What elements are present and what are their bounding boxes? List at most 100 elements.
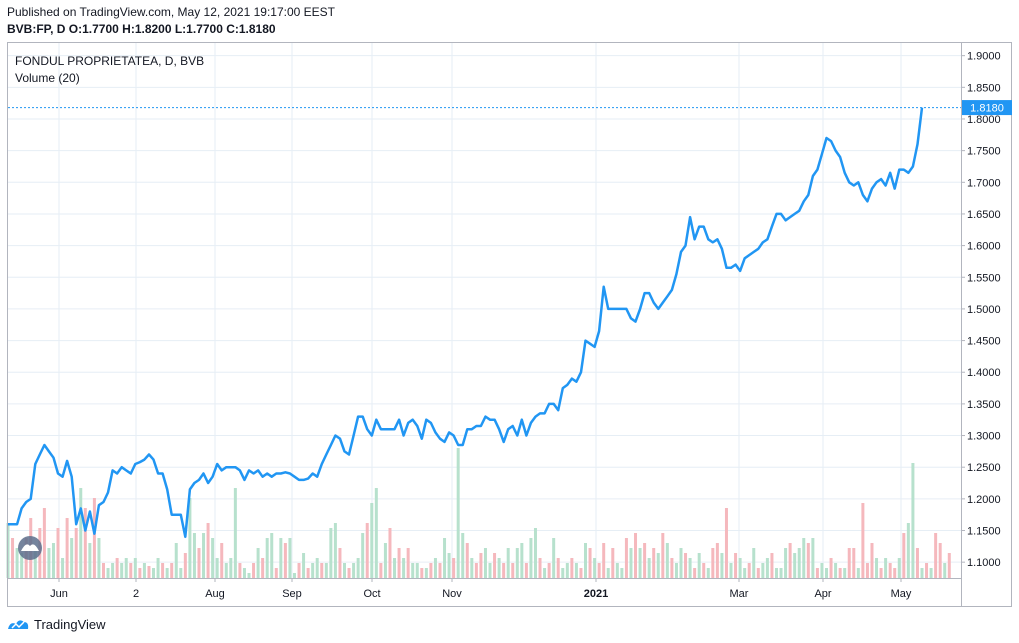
legend-volume: Volume (20): [15, 71, 80, 85]
volume-bar: [911, 463, 915, 578]
volume-bar: [147, 566, 151, 578]
volume-bar: [33, 548, 37, 578]
volume-bar: [533, 528, 537, 578]
volume-bar: [302, 553, 306, 578]
volume-collapse-icon[interactable]: [18, 536, 42, 560]
volume-bar: [51, 543, 55, 578]
volume-bar: [483, 548, 487, 578]
volume-bar: [242, 568, 246, 578]
volume-bar: [893, 568, 897, 578]
plot-frame: [7, 42, 1012, 607]
volume-bar: [488, 563, 492, 578]
volume-bar: [661, 533, 665, 578]
volume-bar: [943, 563, 947, 578]
y-tick-label: 1.6500: [967, 209, 1001, 221]
volume-bar: [702, 563, 706, 578]
volume-bar: [42, 508, 46, 578]
volume-bar: [115, 558, 119, 578]
y-tick-label: 1.1000: [967, 557, 1001, 569]
volume-bar: [947, 553, 951, 578]
x-tick-label: 2: [133, 588, 139, 600]
volume-bar: [101, 563, 105, 578]
x-tick-label: Mar: [730, 588, 749, 600]
volume-bar: [747, 563, 751, 578]
tradingview-logo[interactable]: TradingView: [6, 616, 106, 632]
volume-bar: [524, 563, 528, 578]
volume-bar: [120, 563, 124, 578]
volume-bar: [724, 508, 728, 578]
volume-bar: [247, 573, 251, 578]
volume-bar: [811, 538, 815, 578]
volume-bar: [152, 568, 156, 578]
x-tick-label: May: [891, 588, 912, 600]
volume-bar: [461, 533, 465, 578]
volume-bar: [124, 558, 128, 578]
volume-bar: [502, 563, 506, 578]
volume-bar: [538, 558, 542, 578]
volume-bar: [543, 568, 547, 578]
x-tick-label: Sep: [282, 588, 302, 600]
volume-bar: [379, 563, 383, 578]
volume-bar: [356, 558, 360, 578]
volume-bar: [133, 558, 137, 578]
volume-bar: [142, 563, 146, 578]
volume-bar: [802, 538, 806, 578]
volume-bar: [297, 563, 301, 578]
ohlc-readout: BVB:FP, D O:1.7700 H:1.8200 L:1.7700 C:1…: [7, 22, 276, 36]
volume-bar: [411, 563, 415, 578]
volume-bar: [597, 563, 601, 578]
volume-bar: [847, 548, 851, 578]
volume-bar: [433, 558, 437, 578]
volume-bar: [897, 558, 901, 578]
volume-bar: [206, 523, 210, 578]
volume-bar: [925, 563, 929, 578]
volume-bar: [74, 528, 78, 578]
volume-bar: [511, 563, 515, 578]
volume-bar: [170, 563, 174, 578]
volume-bar: [743, 568, 747, 578]
y-tick-label: 1.6000: [967, 241, 1001, 253]
volume-bar: [47, 548, 51, 578]
volume-bar: [452, 558, 456, 578]
volume-bar: [834, 563, 838, 578]
volume-bar: [233, 488, 237, 578]
volume-bar: [674, 563, 678, 578]
volume-bar: [65, 518, 69, 578]
volume-bar: [83, 508, 87, 578]
volume-bar: [756, 568, 760, 578]
volume-bar: [684, 553, 688, 578]
volume-bar: [229, 558, 233, 578]
y-tick-label: 1.4000: [967, 367, 1001, 379]
y-tick-label: 1.3000: [967, 431, 1001, 443]
volume-bar: [347, 568, 351, 578]
volume-bar: [165, 568, 169, 578]
tradingview-cloud-icon: [8, 620, 29, 629]
volume-bar: [561, 568, 565, 578]
volume-bar: [447, 553, 451, 578]
volume-bar: [61, 558, 65, 578]
volume-bar: [443, 538, 447, 578]
volume-bar: [729, 563, 733, 578]
y-tick-label: 1.3500: [967, 399, 1001, 411]
volume-bar: [420, 568, 424, 578]
volume-bar: [706, 568, 710, 578]
y-tick-label: 1.7500: [967, 146, 1001, 158]
published-caption: Published on TradingView.com, May 12, 20…: [7, 5, 335, 19]
volume-bar: [393, 558, 397, 578]
volume-bar: [197, 548, 201, 578]
volume-bar: [865, 563, 869, 578]
volume-bar: [179, 568, 183, 578]
volume-bar: [15, 548, 19, 578]
volume-bar: [556, 558, 560, 578]
volume-bar: [579, 568, 583, 578]
volume-bar: [174, 543, 178, 578]
volume-bar: [306, 568, 310, 578]
volume-bar: [779, 568, 783, 578]
svg-text:1.8180: 1.8180: [970, 103, 1004, 115]
volume-bar: [738, 558, 742, 578]
volume-bar: [20, 553, 24, 578]
volume-bar: [283, 543, 287, 578]
volume-bar: [929, 568, 933, 578]
volume-bar: [629, 548, 633, 578]
